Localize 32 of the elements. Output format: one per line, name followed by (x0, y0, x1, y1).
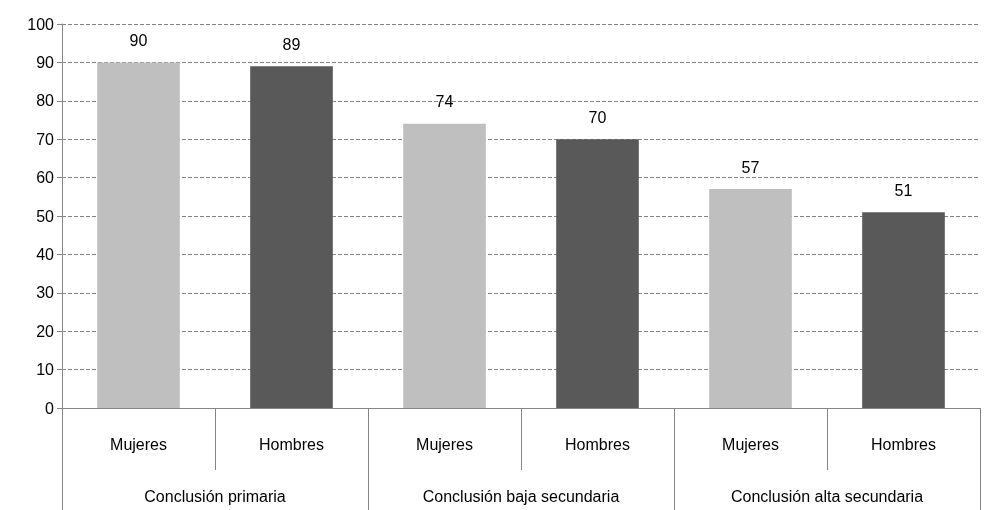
bar (709, 189, 792, 408)
bar (97, 62, 180, 408)
y-tick-label: 100 (27, 15, 55, 33)
bar (403, 123, 486, 408)
bar (250, 66, 333, 408)
y-tick-label: 0 (45, 399, 55, 417)
x-tick-label: Mujeres (722, 435, 779, 453)
x-tick-label: Mujeres (110, 435, 167, 453)
y-tick-label: 50 (36, 207, 55, 225)
y-tick-label: 10 (36, 361, 55, 379)
bar (862, 212, 945, 408)
text: Conclusión alta secundaria (730, 487, 924, 505)
x-tick-label: Hombres (259, 435, 324, 453)
y-tick-label: 20 (36, 322, 55, 340)
x-tick-label: Hombres (565, 435, 630, 453)
x-tick-label: Hombres (871, 435, 936, 453)
y-tick-label: 70 (36, 130, 55, 148)
data-label: 70 (588, 108, 607, 126)
y-tick-label: 30 (36, 284, 55, 302)
bar (556, 139, 639, 408)
text: Conclusión baja secundaria (422, 487, 620, 505)
data-label: 51 (894, 181, 913, 199)
x-tick-label: Mujeres (416, 435, 473, 453)
text: Conclusión primaria (144, 487, 286, 505)
data-label: 89 (282, 35, 301, 53)
y-tick-label: 80 (36, 92, 55, 110)
data-label: 74 (435, 93, 454, 111)
y-tick-label: 40 (36, 245, 55, 263)
y-tick-label: 60 (36, 169, 55, 187)
data-label: 90 (129, 31, 148, 49)
y-tick-label: 90 (36, 53, 55, 71)
data-label: 57 (741, 158, 760, 176)
